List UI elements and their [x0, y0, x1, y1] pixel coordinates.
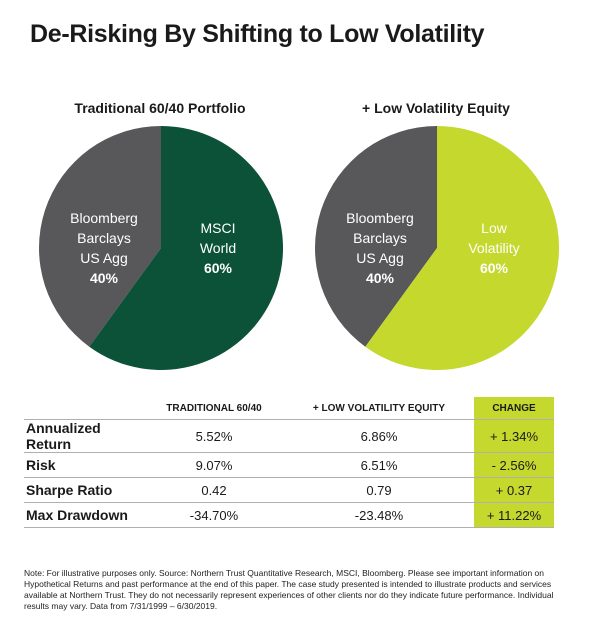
pie-chart-traditional: Bloomberg Barclays US Agg 40% MSCI World 60%: [39, 126, 284, 370]
chart-title: De-Risking By Shifting to Low Volatility: [30, 20, 485, 48]
column-header-metric: [24, 397, 144, 420]
cell-low-volatility: -23.48%: [284, 502, 474, 528]
pie-slice-label-0-0: Bloomberg: [70, 210, 138, 226]
cell-change: + 0.37: [474, 477, 554, 503]
pie-title-traditional: Traditional 60/40 Portfolio: [74, 100, 246, 116]
cell-low-volatility: 6.86%: [284, 419, 474, 453]
cell-traditional: 9.07%: [144, 452, 284, 478]
pie-title-low-volatility: + Low Volatility Equity: [362, 100, 510, 116]
table-row: Max Drawdown -34.70% -23.48% + 11.22%: [24, 502, 554, 528]
table-header-row: TRADITIONAL 60/40 + LOW VOLATILITY EQUIT…: [24, 397, 554, 420]
comparison-table: TRADITIONAL 60/40 + LOW VOLATILITY EQUIT…: [24, 397, 554, 528]
cell-change: + 11.22%: [474, 502, 554, 528]
pie-slice-value-0-0: 40%: [90, 270, 119, 286]
pie-slice-0-1: [89, 126, 284, 370]
pie-slice-label-0-1: MSCI: [201, 220, 236, 236]
pie-slice-value-1-0: 40%: [366, 270, 395, 286]
pie-chart-low-volatility: Bloomberg Barclays US Agg 40% Low Volatility 6…: [315, 126, 559, 370]
column-header-traditional: TRADITIONAL 60/40: [166, 402, 262, 414]
footnote: Note: For illustrative purposes only. So…: [24, 568, 554, 611]
cell-low-volatility: 6.51%: [284, 452, 474, 478]
cell-change: - 2.56%: [474, 452, 554, 478]
pie-slice-value-1-1: 60%: [480, 260, 509, 276]
table-row: Annualized Return 5.52% 6.86% + 1.34%: [24, 419, 554, 453]
pie-slice-label-1-0: US Agg: [356, 250, 403, 266]
row-label: Max Drawdown: [24, 502, 144, 528]
column-header-low-volatility: + LOW VOLATILITY EQUITY: [312, 402, 446, 414]
column-header-change: CHANGE: [474, 397, 554, 420]
pie-slice-label-1-0: Barclays: [353, 230, 407, 246]
row-label: Annualized Return: [24, 419, 144, 453]
table-row: Sharpe Ratio 0.42 0.79 + 0.37: [24, 477, 554, 503]
cell-change: + 1.34%: [474, 419, 554, 453]
pie-slice-label-0-0: Barclays: [77, 230, 131, 246]
pie-slice-label-0-1: World: [200, 240, 236, 256]
pie-slice-1-0: [315, 126, 437, 347]
pie-slice-label-1-0: Bloomberg: [346, 210, 414, 226]
pie-slice-label-1-1: Volatility: [468, 240, 519, 256]
cell-traditional: -34.70%: [144, 502, 284, 528]
pie-slice-label-0-0: US Agg: [80, 250, 127, 266]
pie-slice-1-1: [365, 126, 559, 370]
pie-slice-value-0-1: 60%: [204, 260, 233, 276]
cell-traditional: 0.42: [144, 477, 284, 503]
row-label: Sharpe Ratio: [24, 477, 144, 503]
table-row: Risk 9.07% 6.51% - 2.56%: [24, 452, 554, 478]
cell-low-volatility: 0.79: [284, 477, 474, 503]
cell-traditional: 5.52%: [144, 419, 284, 453]
pie-slice-0-0: [39, 126, 161, 347]
row-label: Risk: [24, 452, 144, 478]
pie-slice-label-1-1: Low: [481, 220, 508, 236]
